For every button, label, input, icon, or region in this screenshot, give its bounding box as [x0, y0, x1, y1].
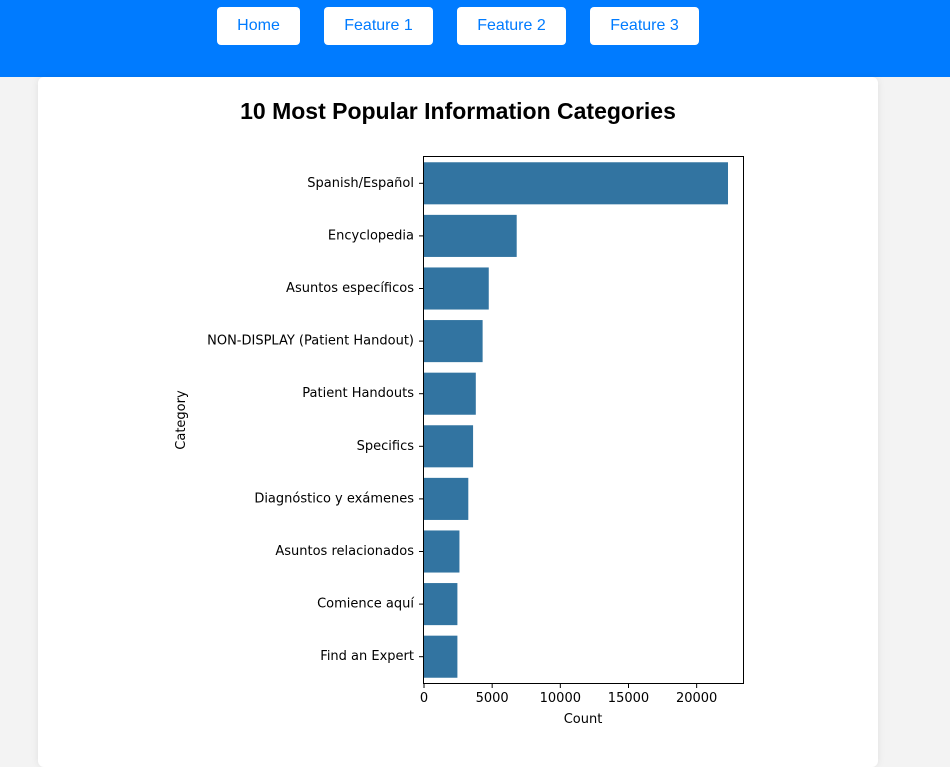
- nav-home-button[interactable]: Home: [217, 7, 300, 45]
- nav-feature-3-button[interactable]: Feature 3: [590, 7, 699, 45]
- nav-feature-2-button[interactable]: Feature 2: [457, 7, 566, 45]
- nav-feature-1-button[interactable]: Feature 1: [324, 7, 433, 45]
- content-card: 10 Most Popular Information Categories: [38, 77, 878, 767]
- page-title: 10 Most Popular Information Categories: [240, 98, 676, 124]
- top-nav-bar: Home Feature 1 Feature 2 Feature 3: [0, 0, 950, 77]
